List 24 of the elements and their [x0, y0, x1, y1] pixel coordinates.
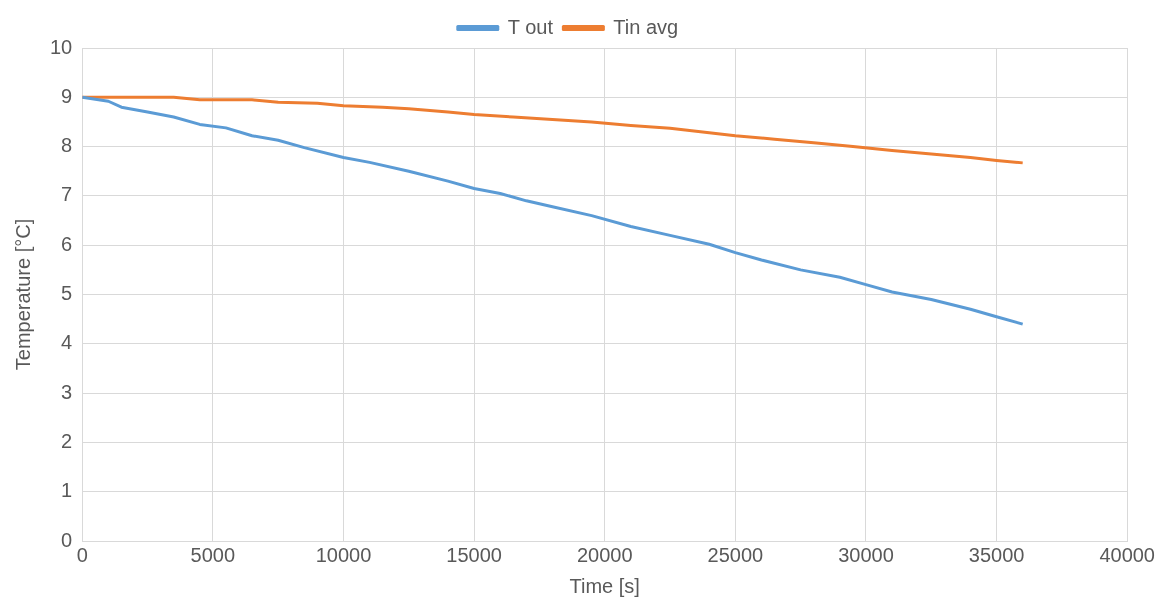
x-tick-label: 10000 [315, 543, 372, 566]
y-tick-label: 7 [61, 183, 73, 206]
y-tick-label: 3 [61, 380, 73, 403]
x-tick-label: 0 [76, 543, 88, 566]
y-axis-title: Temperature [°C] [11, 218, 34, 371]
x-tick-label: 15000 [446, 543, 502, 566]
x-tick-label: 35000 [968, 543, 1025, 566]
legend-label: Tin avg [613, 15, 679, 38]
y-tick-label: 10 [50, 35, 73, 58]
y-tick-label: 2 [61, 429, 73, 452]
y-tick-label: 4 [61, 331, 73, 354]
x-tick-label: 25000 [707, 543, 764, 566]
x-tick-label: 40000 [1099, 543, 1155, 566]
y-tick-label: 5 [61, 282, 73, 305]
legend-label: T out [507, 15, 554, 38]
y-tick-label: 9 [61, 84, 73, 107]
y-tick-label: 8 [61, 134, 73, 157]
y-tick-label: 6 [61, 232, 73, 255]
y-tick-label: 0 [61, 528, 73, 551]
y-tick-label: 1 [61, 479, 73, 502]
x-tick-label: 30000 [838, 543, 894, 566]
x-axis-title: Time [s] [569, 574, 640, 597]
x-tick-label: 5000 [190, 543, 236, 566]
x-tick-label: 20000 [576, 543, 633, 566]
